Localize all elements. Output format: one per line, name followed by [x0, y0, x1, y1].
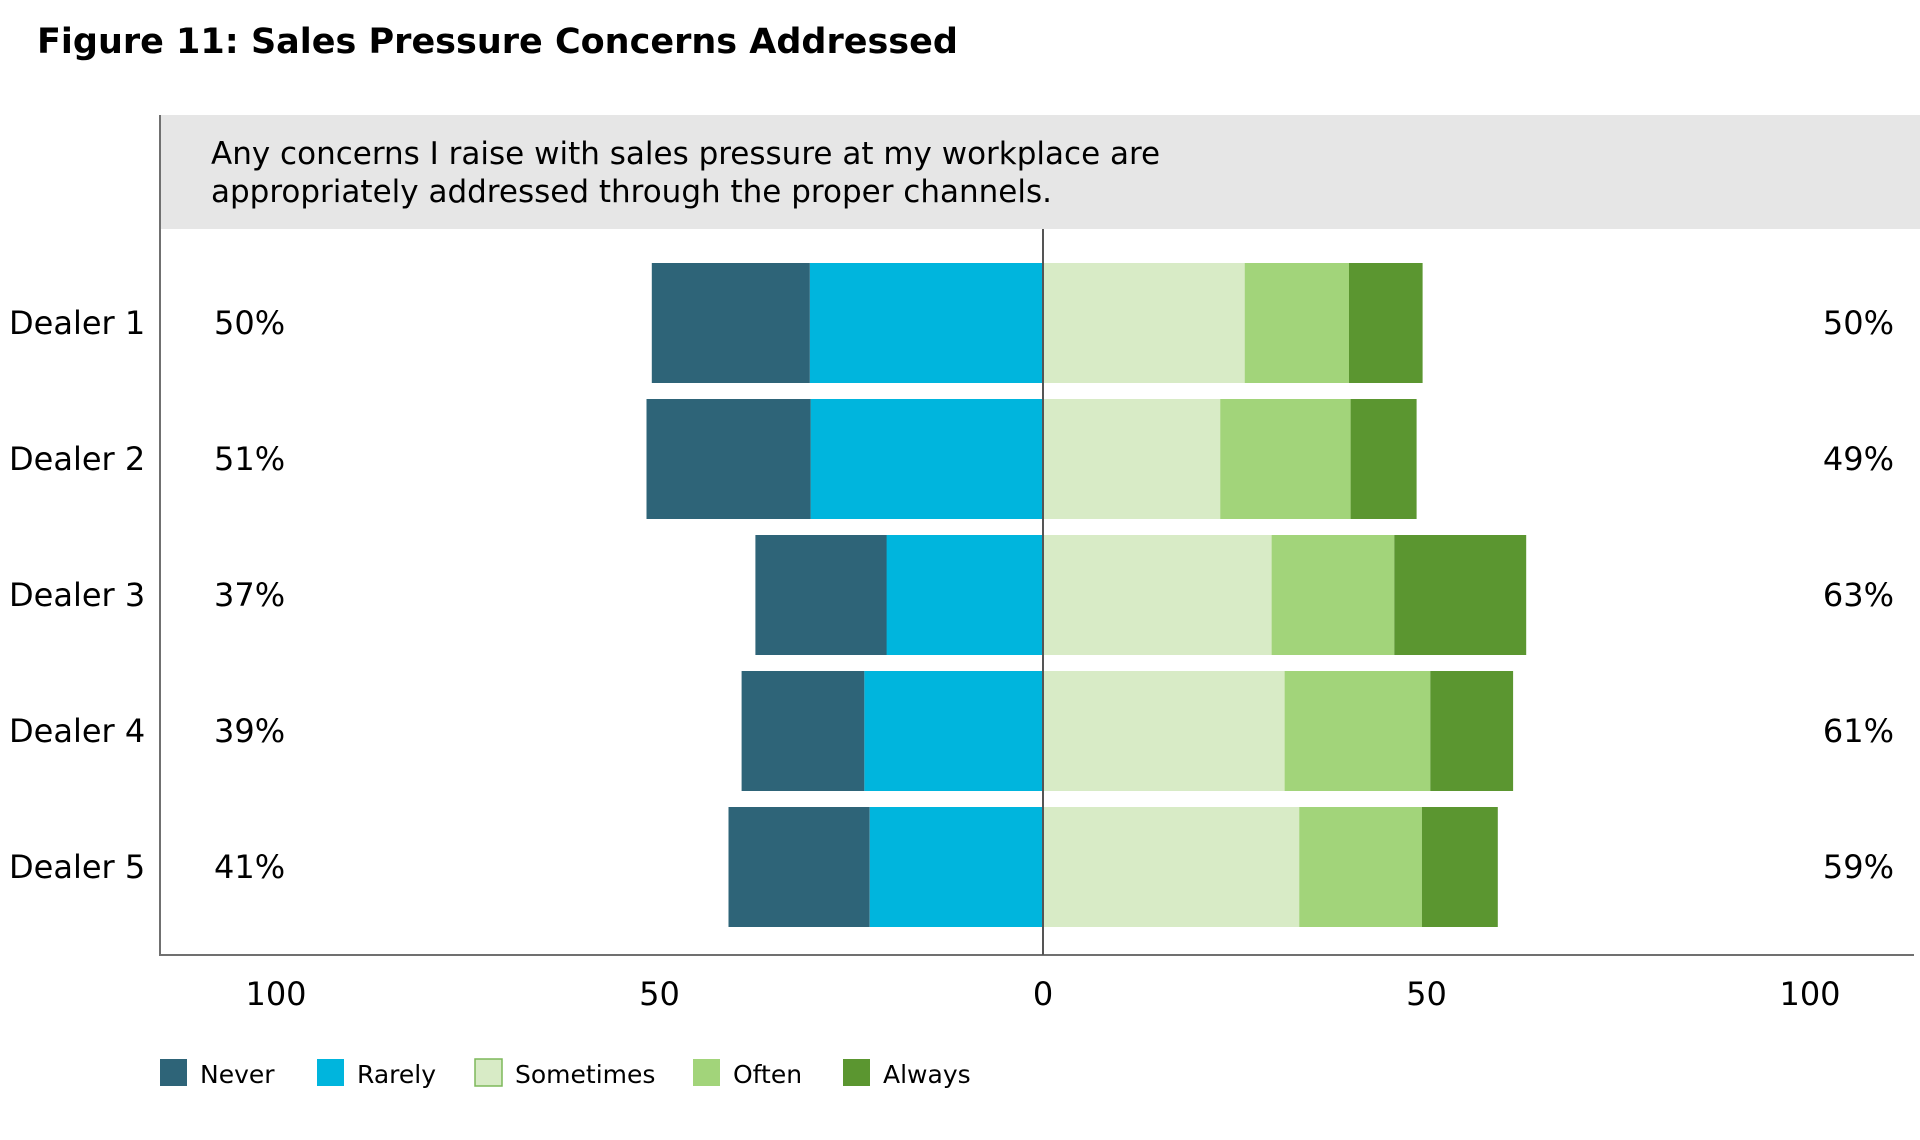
category-label: Dealer 3 [9, 576, 145, 614]
labels-group: Dealer 1 50% 50% Dealer 2 51% 49% Dealer 3 37% 6… [9, 304, 1894, 886]
x-tick-label: 0 [1033, 975, 1053, 1013]
x-tick-label: 100 [245, 975, 306, 1013]
legend-swatch-often [693, 1059, 720, 1086]
legend-label-sometimes: Sometimes [515, 1060, 655, 1089]
right-total-label: 63% [1823, 576, 1894, 614]
legend: Never Rarely Sometimes Often Always [160, 1058, 971, 1089]
x-tick-label: 50 [639, 975, 680, 1013]
x-tick-label: 50 [1406, 975, 1447, 1013]
bar-never-dealer-3 [755, 535, 887, 655]
legend-swatch-rarely [317, 1059, 344, 1086]
right-total-label: 61% [1823, 712, 1894, 750]
bar-rarely-dealer-2 [810, 399, 1043, 519]
legend-swatch-sometimes [474, 1058, 503, 1087]
bar-often-dealer-2 [1220, 399, 1351, 519]
bar-never-dealer-5 [728, 807, 870, 927]
bar-never-dealer-1 [651, 263, 810, 383]
legend-swatch-always [843, 1059, 870, 1086]
figure-title: Figure 11: Sales Pressure Concerns Addre… [37, 22, 958, 62]
legend-label-often: Often [733, 1060, 802, 1089]
left-total-label: 50% [214, 304, 285, 342]
legend-label-never: Never [200, 1060, 275, 1089]
bar-rarely-dealer-3 [886, 535, 1043, 655]
left-total-label: 41% [214, 848, 285, 886]
x-tick-label: 100 [1779, 975, 1840, 1013]
bar-sometimes-dealer-5 [1043, 807, 1300, 927]
bar-sometimes-dealer-1 [1043, 263, 1245, 383]
bar-rarely-dealer-5 [869, 807, 1043, 927]
left-total-label: 51% [214, 440, 285, 478]
bar-always-dealer-2 [1350, 399, 1417, 519]
bar-sometimes-dealer-4 [1043, 671, 1285, 791]
x-tick-labels: 100 50 0 50 100 [245, 975, 1840, 1013]
bar-often-dealer-5 [1299, 807, 1422, 927]
bar-sometimes-dealer-2 [1043, 399, 1221, 519]
bar-rarely-dealer-4 [864, 671, 1043, 791]
bar-always-dealer-4 [1430, 671, 1514, 791]
right-total-label: 49% [1823, 440, 1894, 478]
subtitle-line-2: appropriately addressed through the prop… [211, 174, 1052, 210]
bar-often-dealer-1 [1244, 263, 1349, 383]
right-total-label: 50% [1823, 304, 1894, 342]
bar-always-dealer-5 [1421, 807, 1498, 927]
left-total-label: 39% [214, 712, 285, 750]
legend-swatch-never [160, 1059, 187, 1086]
bar-often-dealer-3 [1271, 535, 1395, 655]
bar-never-dealer-2 [646, 399, 811, 519]
bar-rarely-dealer-1 [809, 263, 1043, 383]
bar-sometimes-dealer-3 [1043, 535, 1272, 655]
bar-often-dealer-4 [1284, 671, 1431, 791]
category-label: Dealer 4 [9, 712, 145, 750]
subtitle-line-1: Any concerns I raise with sales pressure… [211, 136, 1160, 172]
legend-label-rarely: Rarely [357, 1060, 436, 1089]
bars-group [646, 263, 1527, 927]
bar-always-dealer-3 [1394, 535, 1527, 655]
subtitle-band [160, 115, 1920, 229]
bar-never-dealer-4 [741, 671, 865, 791]
category-label: Dealer 5 [9, 848, 145, 886]
category-label: Dealer 1 [9, 304, 145, 342]
category-label: Dealer 2 [9, 440, 145, 478]
bar-always-dealer-1 [1349, 263, 1423, 383]
left-total-label: 37% [214, 576, 285, 614]
right-total-label: 59% [1823, 848, 1894, 886]
legend-label-always: Always [883, 1060, 971, 1089]
